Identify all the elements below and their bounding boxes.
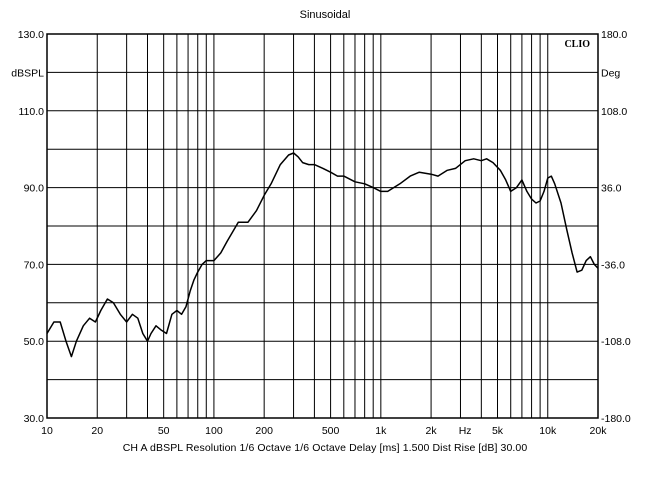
spl-response-curve: [46, 152, 599, 358]
y2-tick-label: -108.0: [601, 336, 631, 348]
x-tick-label: 20k: [590, 425, 608, 437]
x-unit-label: Hz: [459, 425, 472, 437]
y2-tick-label: -180.0: [601, 413, 631, 425]
x-tick-label: 1k: [375, 425, 387, 437]
y-tick-label: 130.0: [18, 29, 44, 41]
y-tick-label: 110.0: [19, 106, 45, 118]
y-tick-label: 70.0: [24, 259, 45, 271]
x-tick-label: 10: [41, 425, 53, 437]
y2-tick-label: -36.0: [601, 259, 625, 271]
chart-title: Sinusoidal: [299, 9, 351, 21]
x-tick-label: 200: [255, 425, 273, 437]
x-tick-label: 100: [205, 425, 223, 437]
x-tick-label: 10k: [539, 425, 557, 437]
y2-tick-label: 108.0: [601, 106, 627, 118]
grid: [46, 33, 599, 419]
y-axis-label: dBSPL: [11, 67, 44, 79]
y-tick-label: 50.0: [24, 336, 45, 348]
y-tick-label: 90.0: [24, 183, 45, 195]
y-tick-label: 30.0: [24, 413, 45, 425]
x-tick-label: 20: [91, 425, 103, 437]
measurement-footer: CH A dBSPL Resolution 1/6 Octave 1/6 Oct…: [122, 442, 528, 454]
series-layer: [46, 152, 599, 358]
axis-labels: 30.0 50.0 70.0 90.0 110.0 130.0 -180.0 -108.0 -3…: [11, 29, 631, 437]
plot-frame: [46, 33, 599, 419]
x-tick-label: 500: [322, 425, 340, 437]
y2-axis-label: Deg: [601, 67, 620, 79]
x-tick-label: 5k: [492, 425, 504, 437]
y2-tick-label: 180.0: [601, 29, 627, 41]
y2-tick-label: 36.0: [601, 183, 622, 195]
x-tick-label: 2k: [426, 425, 438, 437]
x-tick-label: 50: [158, 425, 170, 437]
clio-logo: CLIO: [564, 39, 590, 50]
